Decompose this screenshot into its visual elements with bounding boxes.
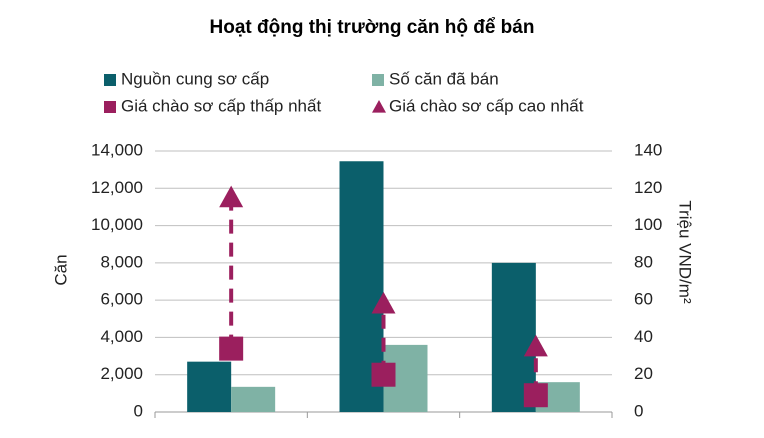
marker-square — [371, 362, 396, 387]
bar — [231, 386, 276, 412]
y2-tick-label: 40 — [634, 327, 653, 346]
marker-triangle — [523, 334, 548, 357]
y2-tick-label: 100 — [634, 215, 662, 234]
legend-swatch — [372, 74, 384, 86]
y2-tick-label: 60 — [634, 290, 653, 309]
y-axis-label: Căn — [51, 254, 70, 285]
marker-triangle — [219, 185, 244, 208]
y-tick-label: 6,000 — [100, 290, 143, 309]
y2-tick-label: 20 — [634, 364, 653, 383]
legend-label: Số căn đã bán — [389, 69, 499, 88]
legend-label: Nguồn cung sơ cấp — [121, 69, 269, 88]
y-tick-label: 10,000 — [91, 215, 143, 234]
marker-triangle — [371, 291, 396, 314]
legend-label: Giá chào sơ cấp cao nhất — [389, 96, 584, 115]
legend-label: Giá chào sơ cấp thấp nhất — [121, 96, 321, 115]
y2-tick-label: 140 — [634, 140, 662, 159]
legend-swatch — [104, 101, 116, 113]
y-tick-label: 2,000 — [100, 364, 143, 383]
bar — [187, 361, 232, 412]
marker-square — [523, 383, 548, 408]
y-tick-label: 12,000 — [91, 178, 143, 197]
marker-square — [219, 336, 244, 361]
chart-title: Hoạt động thị trường căn hộ để bán — [210, 17, 535, 38]
y-tick-label: 0 — [134, 401, 143, 420]
legend-swatch — [372, 100, 386, 113]
y2-tick-label: 80 — [634, 252, 653, 271]
y-tick-label: 14,000 — [91, 140, 143, 159]
y2-tick-label: 0 — [634, 401, 643, 420]
y2-tick-label: 120 — [634, 178, 662, 197]
y2-axis-label: Triệu VND/m² — [676, 200, 695, 304]
y-tick-label: 4,000 — [100, 327, 143, 346]
legend-swatch — [104, 74, 116, 86]
y-tick-label: 8,000 — [100, 252, 143, 271]
